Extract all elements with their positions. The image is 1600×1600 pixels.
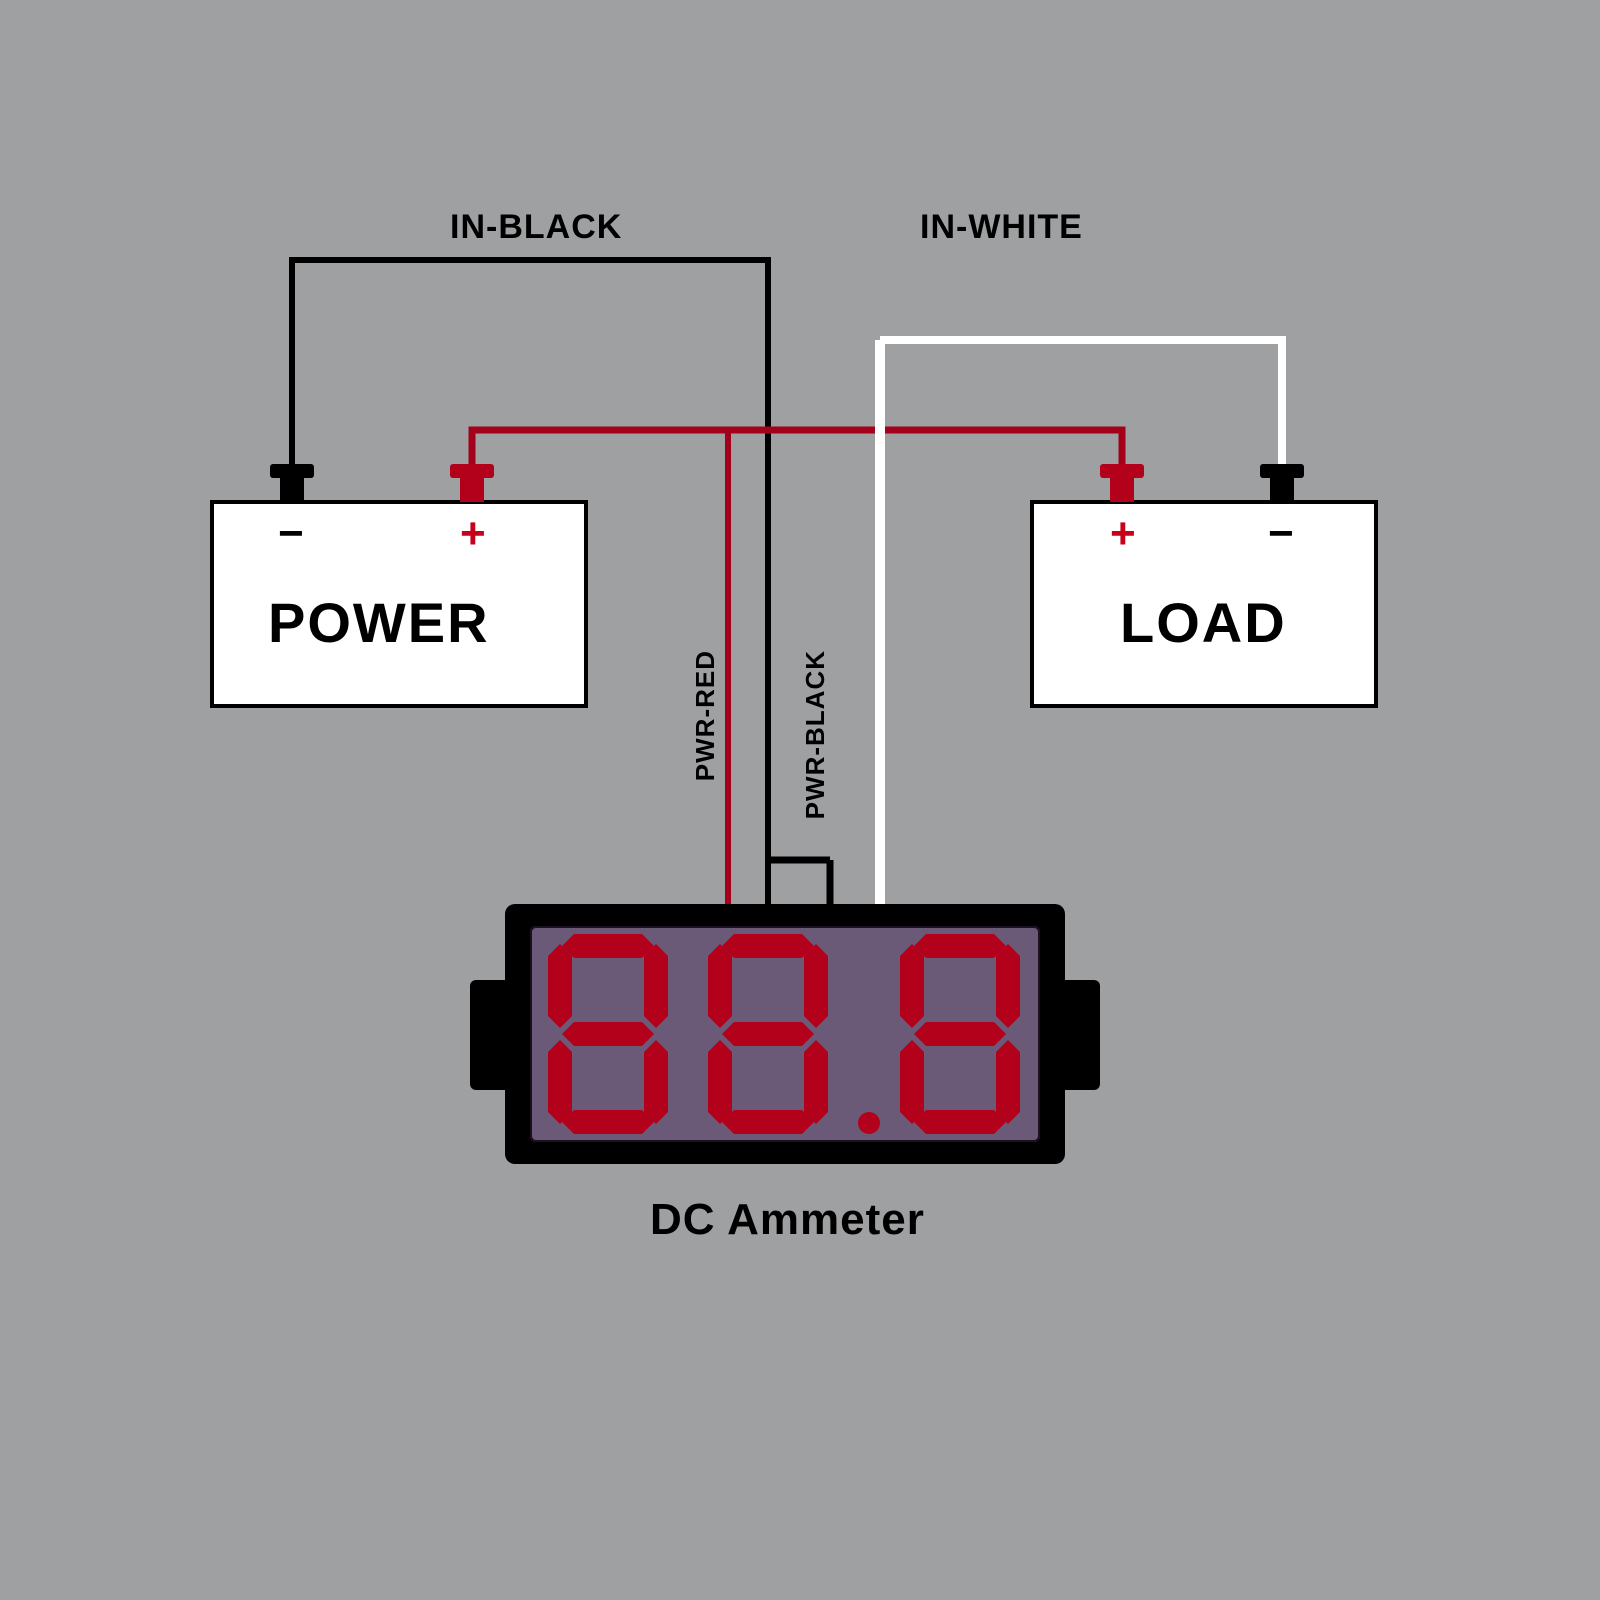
diagram-stage: IN-BLACK IN-WHITE PWR-RED PWR-BLACK − + … [160, 160, 1440, 1440]
digit-1 [548, 934, 668, 1134]
ammeter-caption: DC Ammeter [650, 1195, 925, 1245]
decimal-point [858, 1112, 880, 1134]
ammeter: DC Ammeter [160, 160, 1440, 1440]
digit-3 [900, 934, 1020, 1134]
digit-2 [708, 934, 828, 1134]
ammeter-screen [530, 926, 1040, 1142]
